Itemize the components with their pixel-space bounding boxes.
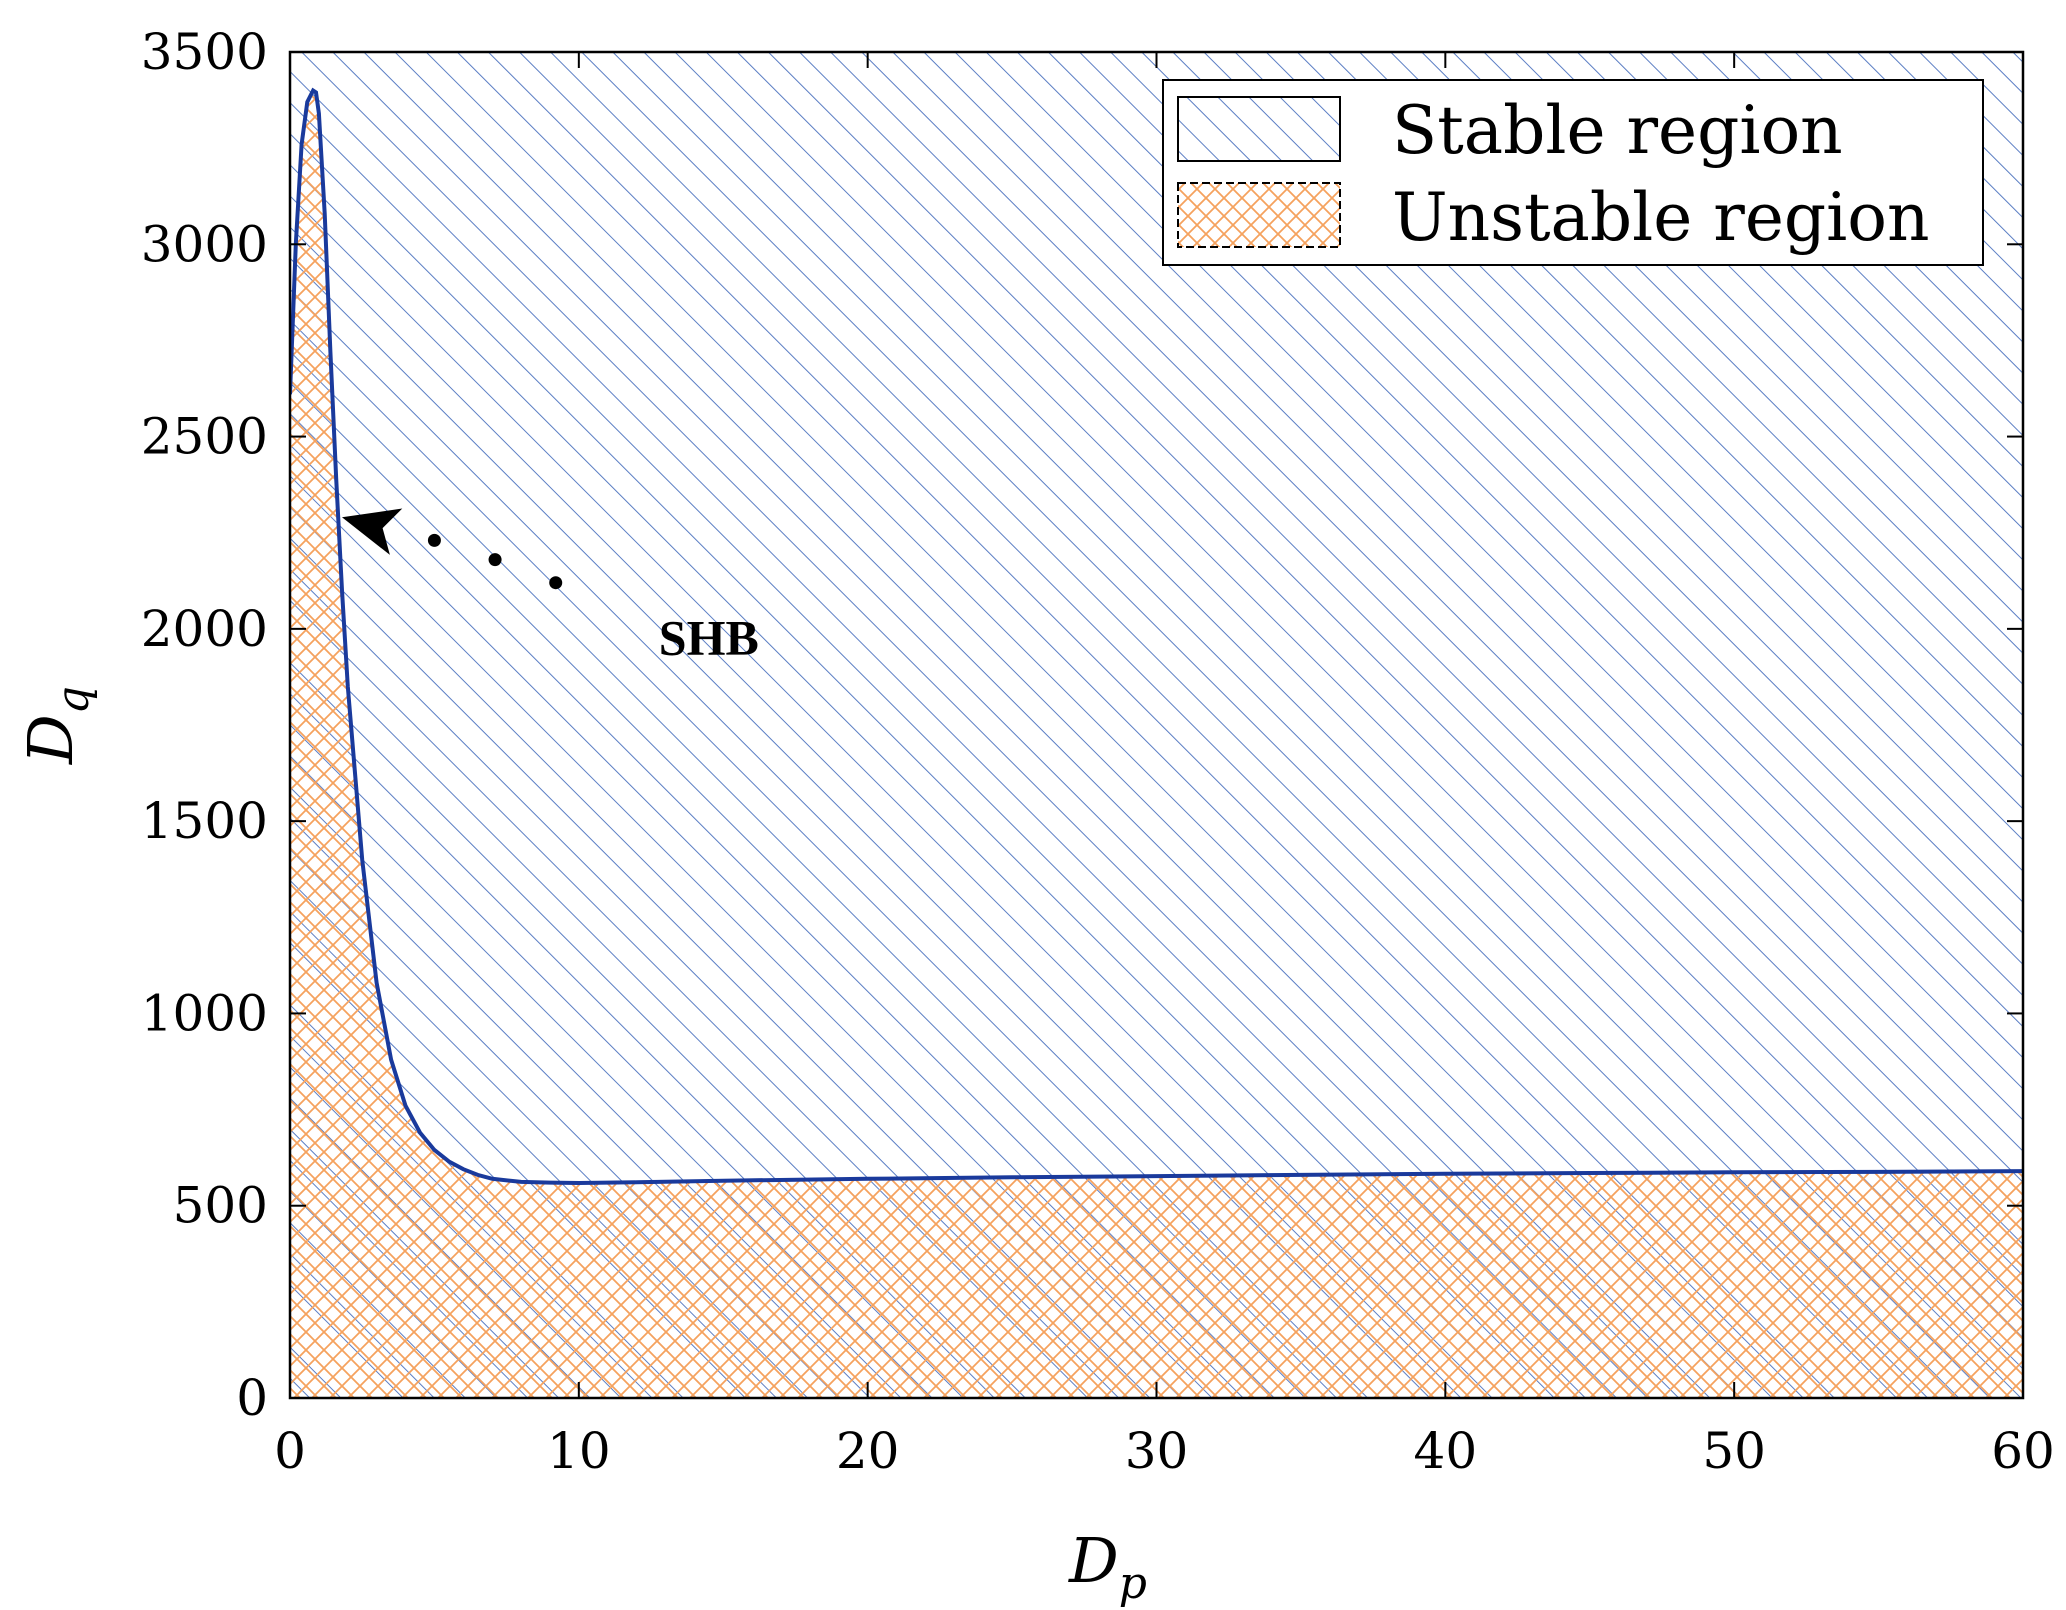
- legend-label-stable: Stable region: [1392, 92, 1843, 169]
- x-axis-label-subscript: p: [1119, 1558, 1147, 1609]
- y-axis-label-main: D: [14, 714, 87, 765]
- legend: Stable region Unstable region: [1162, 79, 1984, 266]
- annotation-arrowhead: [342, 508, 403, 555]
- ellipsis-dot: [549, 576, 563, 590]
- x-tick-label: 50: [1702, 1422, 1766, 1480]
- annotation-label-shb: SHB: [659, 610, 759, 666]
- x-tick-label: 20: [836, 1422, 900, 1480]
- x-tick-label: 10: [547, 1422, 611, 1480]
- x-axis-ticks: 0 10 20 30 40 50 60: [274, 52, 2055, 1480]
- y-tick-label: 3500: [141, 23, 268, 81]
- plot-area: [290, 52, 2023, 1398]
- y-tick-label: 2000: [141, 600, 268, 658]
- ellipsis-dot: [427, 533, 441, 547]
- x-tick-label: 0: [274, 1422, 306, 1480]
- y-tick-label: 1500: [141, 792, 268, 850]
- x-axis-label: Dp: [1068, 1524, 1147, 1609]
- stability-boundary-line: [290, 87, 2023, 1186]
- y-axis-ticks: 0 500 1000 1500 2000 2500 3000 3500: [141, 23, 2023, 1427]
- legend-label-unstable: Unstable region: [1392, 179, 1929, 256]
- ellipsis-dot: [488, 553, 502, 567]
- legend-swatch-stable: [1177, 96, 1341, 162]
- y-tick-label: 3000: [141, 215, 268, 273]
- x-axis-label-main: D: [1068, 1524, 1119, 1597]
- unstable-region: [290, 90, 2023, 1398]
- legend-swatch-unstable: [1177, 182, 1341, 248]
- x-tick-label: 60: [1991, 1422, 2055, 1480]
- y-tick-label: 0: [236, 1369, 268, 1427]
- x-tick-label: 30: [1125, 1422, 1189, 1480]
- y-tick-label: 1000: [141, 984, 268, 1042]
- x-tick-label: 40: [1414, 1422, 1478, 1480]
- y-tick-label: 500: [173, 1177, 268, 1235]
- y-tick-label: 2500: [141, 408, 268, 466]
- y-axis-label: Dq: [14, 686, 99, 765]
- y-axis-label-subscript: q: [48, 686, 99, 714]
- annotation-layer: SHB: [342, 508, 759, 666]
